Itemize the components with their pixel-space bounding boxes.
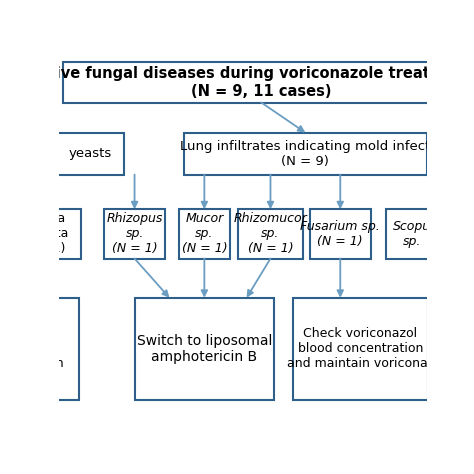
Text: Switch to liposomal
amphotericin B: Switch to liposomal amphotericin B xyxy=(137,334,272,364)
Text: h to
omal
tericin: h to omal tericin xyxy=(25,328,64,370)
FancyBboxPatch shape xyxy=(184,133,427,174)
Text: Fusarium sp.
(N = 1): Fusarium sp. (N = 1) xyxy=(301,220,380,248)
Text: Lung infiltrates indicating mold infect
(N = 9): Lung infiltrates indicating mold infect … xyxy=(180,140,430,168)
Text: Mucor
sp.
(N = 1): Mucor sp. (N = 1) xyxy=(182,212,227,255)
FancyBboxPatch shape xyxy=(104,209,165,258)
FancyBboxPatch shape xyxy=(9,298,80,400)
Text: Rhizomucor
sp.
(N = 1): Rhizomucor sp. (N = 1) xyxy=(234,212,307,255)
FancyBboxPatch shape xyxy=(310,209,371,258)
FancyBboxPatch shape xyxy=(238,209,302,258)
Text: dida
urata
= 1): dida urata = 1) xyxy=(35,212,69,255)
Text: yeasts: yeasts xyxy=(69,147,112,160)
Text: Rhizopus
sp.
(N = 1): Rhizopus sp. (N = 1) xyxy=(106,212,163,255)
Text: Scopu
sp.: Scopu sp. xyxy=(393,220,431,248)
FancyBboxPatch shape xyxy=(63,63,460,102)
FancyBboxPatch shape xyxy=(386,209,438,258)
FancyBboxPatch shape xyxy=(56,133,125,174)
Text: gh invasive fungal diseases during voriconazole treatment for asp
(N = 9, 11 cas: gh invasive fungal diseases during voric… xyxy=(0,66,474,99)
FancyBboxPatch shape xyxy=(22,209,82,258)
FancyBboxPatch shape xyxy=(292,298,428,400)
FancyBboxPatch shape xyxy=(135,298,274,400)
Text: Check voriconazol
blood concentration
and maintain voriconaz: Check voriconazol blood concentration an… xyxy=(287,328,434,370)
FancyBboxPatch shape xyxy=(179,209,230,258)
